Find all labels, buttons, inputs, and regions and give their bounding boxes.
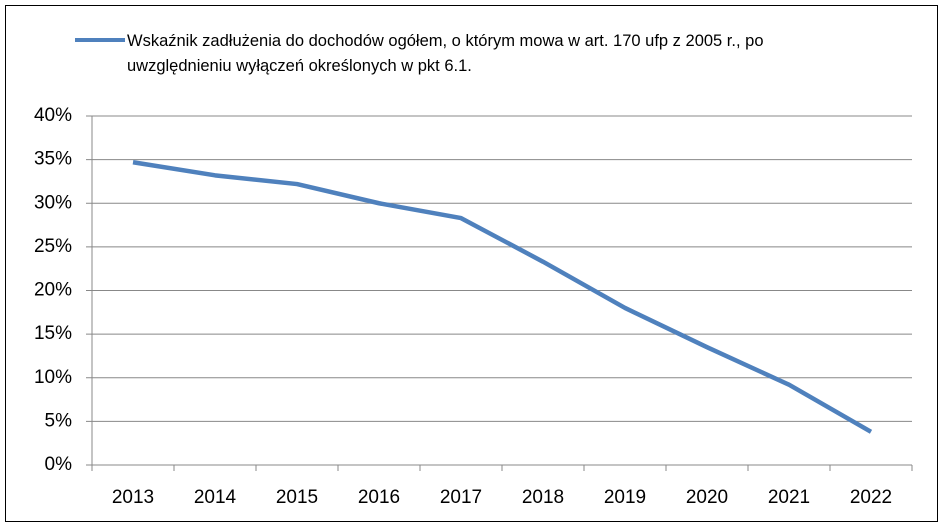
y-tick-label: 5% xyxy=(45,410,73,431)
y-tick-label: 10% xyxy=(34,367,72,388)
y-tick-label: 20% xyxy=(34,280,72,301)
y-tick-label: 0% xyxy=(45,454,73,475)
x-tick-label: 2017 xyxy=(440,487,482,508)
x-tick-label: 2013 xyxy=(112,487,154,508)
y-tick-label: 40% xyxy=(34,105,72,126)
x-tick-label: 2022 xyxy=(850,487,892,508)
x-tick-label: 2014 xyxy=(194,487,237,508)
chart-border xyxy=(5,5,938,522)
y-tick-label: 30% xyxy=(34,192,72,213)
x-tick-label: 2016 xyxy=(358,487,400,508)
legend-label: Wskaźnik zadłużenia do dochodów ogółem, … xyxy=(127,32,764,75)
y-tick-label: 25% xyxy=(34,236,72,257)
y-tick-label: 15% xyxy=(34,323,72,344)
x-tick-label: 2019 xyxy=(604,487,646,508)
x-tick-label: 2018 xyxy=(522,487,564,508)
x-tick-label: 2015 xyxy=(276,487,318,508)
series-line xyxy=(132,160,873,434)
x-tick-label: 2020 xyxy=(686,487,728,508)
x-tick-label: 2021 xyxy=(768,487,810,508)
y-tick-label: 35% xyxy=(34,149,72,170)
